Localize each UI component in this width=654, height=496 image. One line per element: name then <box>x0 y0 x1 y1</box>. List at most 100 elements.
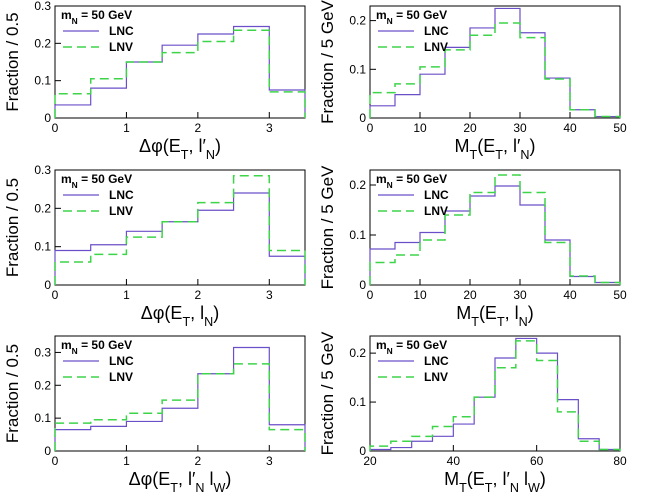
legend-label-lnc: LNC <box>109 354 134 368</box>
series-lnc <box>54 192 306 285</box>
y-tick-label: 0.2 <box>349 14 366 28</box>
series-lnv <box>369 174 621 285</box>
legend-label-lnv: LNV <box>424 40 448 54</box>
y-tick-label: 0.3 <box>34 345 51 359</box>
x-tick-label: 80 <box>613 454 627 468</box>
axes-frame <box>54 5 306 119</box>
series-lnc <box>369 337 621 451</box>
x-tick-label: 20 <box>463 121 477 135</box>
y-tick-label: 0.1 <box>349 62 366 76</box>
series-lnc <box>54 346 306 451</box>
x-tick-label: 1 <box>123 288 130 302</box>
y-tick-label: 0 <box>359 444 366 458</box>
x-axis-label: MT(ET, l′N) <box>455 136 536 162</box>
x-axis-label: Δφ(ET, lN) <box>141 303 220 329</box>
axes-frame <box>54 169 306 286</box>
y-tick-label: 0 <box>359 111 366 125</box>
y-tick-label: 0.3 <box>34 163 51 177</box>
mass-annotation: mN = 50 GeV <box>376 8 447 26</box>
x-tick-label: 1 <box>123 454 130 468</box>
legend-label-lnv: LNV <box>109 370 133 384</box>
y-tick-label: 0.1 <box>349 228 366 242</box>
mass-annotation: mN = 50 GeV <box>61 172 132 190</box>
x-tick-label: 10 <box>413 121 427 135</box>
y-axis-label: Fraction / 5 GeV <box>318 331 337 455</box>
x-tick-label: 20 <box>363 454 377 468</box>
x-axis-label: Δφ(ET, l′N) <box>139 136 221 162</box>
series-lnv <box>369 22 621 118</box>
series-lnv <box>369 340 621 451</box>
legend-label-lnc: LNC <box>424 24 449 38</box>
x-tick-label: 2 <box>195 288 202 302</box>
y-axis-label: Fraction / 0.5 <box>3 344 22 443</box>
x-tick-label: 30 <box>513 288 527 302</box>
y-axis-label: Fraction / 5 GeV <box>318 165 337 289</box>
series-lnv <box>54 175 306 285</box>
x-tick-label: 3 <box>266 454 273 468</box>
legend-label-lnv: LNV <box>424 204 448 218</box>
y-tick-label: 0 <box>44 111 51 125</box>
y-tick-label: 0.2 <box>34 378 51 392</box>
x-tick-label: 3 <box>266 288 273 302</box>
mass-annotation: mN = 50 GeV <box>61 338 132 356</box>
series-lnc <box>54 25 306 118</box>
x-tick-label: 0 <box>52 454 59 468</box>
x-axis-label: MT(ET, lN) <box>456 303 534 329</box>
axes-frame <box>369 335 621 452</box>
x-tick-label: 1 <box>123 121 130 135</box>
y-axis-label: Fraction / 0.5 <box>3 12 22 111</box>
x-tick-label: 20 <box>463 288 477 302</box>
mass-annotation: mN = 50 GeV <box>376 338 447 356</box>
x-tick-label: 60 <box>530 454 544 468</box>
legend-label-lnv: LNV <box>109 40 133 54</box>
y-tick-label: 0.2 <box>349 178 366 192</box>
mass-annotation: mN = 50 GeV <box>61 8 132 26</box>
y-tick-label: 0.1 <box>34 411 51 425</box>
x-axis-label: MT(ET, l′N lW) <box>444 469 546 495</box>
x-tick-label: 40 <box>563 288 577 302</box>
legend-label-lnc: LNC <box>424 354 449 368</box>
y-tick-label: 0.1 <box>34 74 51 88</box>
legend-label-lnv: LNV <box>424 370 448 384</box>
x-axis-label: Δφ(ET, l′N lW) <box>129 469 232 495</box>
y-tick-label: 0.1 <box>349 395 366 409</box>
y-tick-label: 0.3 <box>34 0 51 13</box>
x-tick-label: 40 <box>563 121 577 135</box>
x-tick-label: 30 <box>513 121 527 135</box>
y-tick-label: 0.2 <box>349 346 366 360</box>
y-axis-label: Fraction / 0.5 <box>3 178 22 277</box>
y-tick-label: 0 <box>44 444 51 458</box>
legend-label-lnc: LNC <box>424 188 449 202</box>
x-tick-label: 40 <box>447 454 461 468</box>
legend-label-lnv: LNV <box>109 204 133 218</box>
x-tick-label: 0 <box>52 121 59 135</box>
x-tick-label: 0 <box>52 288 59 302</box>
x-tick-label: 3 <box>266 121 273 135</box>
y-axis-label: Fraction / 5 GeV <box>318 0 337 124</box>
y-tick-label: 0 <box>359 278 366 292</box>
axes-frame <box>369 5 621 119</box>
x-tick-label: 0 <box>367 288 374 302</box>
legend-label-lnc: LNC <box>109 188 134 202</box>
legend-label-lnc: LNC <box>109 24 134 38</box>
mass-annotation: mN = 50 GeV <box>376 172 447 190</box>
y-tick-label: 0.2 <box>34 36 51 50</box>
series-lnv <box>54 363 306 451</box>
axes-frame <box>54 335 306 452</box>
series-lnv <box>54 29 306 118</box>
x-tick-label: 50 <box>613 288 627 302</box>
x-tick-label: 2 <box>195 121 202 135</box>
x-tick-label: 10 <box>413 288 427 302</box>
y-tick-label: 0 <box>44 278 51 292</box>
x-tick-label: 50 <box>613 121 627 135</box>
y-tick-label: 0.2 <box>34 201 51 215</box>
y-tick-label: 0.1 <box>34 240 51 254</box>
series-lnc <box>369 185 621 285</box>
